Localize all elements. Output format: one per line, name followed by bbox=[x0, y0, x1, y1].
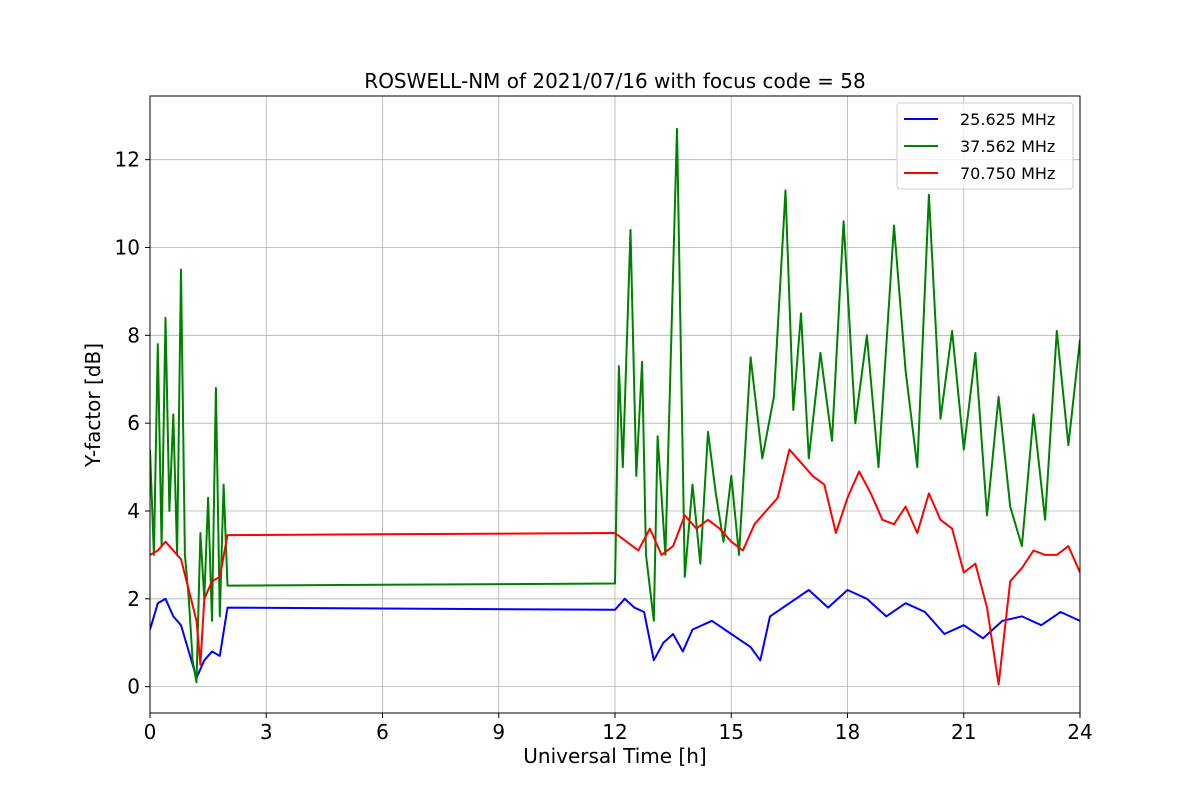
legend: 25.625 MHz 37.562 MHz 70.750 MHz bbox=[896, 102, 1074, 190]
y-tick-label: 4 bbox=[127, 499, 140, 523]
series-group bbox=[150, 127, 1080, 686]
x-tick-label: 21 bbox=[951, 720, 976, 744]
y-tick-label: 8 bbox=[127, 323, 140, 347]
y-axis-label: Y-factor [dB] bbox=[81, 343, 105, 468]
x-tick-label: 15 bbox=[719, 720, 744, 744]
series-line-1 bbox=[150, 589, 1080, 679]
x-tick-label: 18 bbox=[835, 720, 860, 744]
chart-title: ROSWELL-NM of 2021/07/16 with focus code… bbox=[364, 69, 865, 93]
y-tick-label: 12 bbox=[115, 148, 140, 172]
legend-label-3: 70.750 MHz bbox=[960, 164, 1055, 183]
series-line-2 bbox=[150, 127, 1080, 684]
x-tick-label: 9 bbox=[492, 720, 505, 744]
x-tick-label: 3 bbox=[260, 720, 273, 744]
series-line-3 bbox=[150, 448, 1080, 686]
x-tick-label: 6 bbox=[376, 720, 389, 744]
x-tick-label: 0 bbox=[144, 720, 157, 744]
x-axis-label: Universal Time [h] bbox=[523, 744, 706, 768]
legend-label-2: 37.562 MHz bbox=[960, 137, 1055, 156]
x-tick-label: 12 bbox=[602, 720, 627, 744]
x-tick-label: 24 bbox=[1067, 720, 1092, 744]
y-tick-label: 0 bbox=[127, 675, 140, 699]
legend-box bbox=[896, 102, 1074, 190]
y-tick-label: 10 bbox=[115, 236, 140, 260]
y-tick-label: 2 bbox=[127, 587, 140, 611]
y-tick-label: 6 bbox=[127, 411, 140, 435]
legend-label-1: 25.625 MHz bbox=[960, 110, 1055, 129]
